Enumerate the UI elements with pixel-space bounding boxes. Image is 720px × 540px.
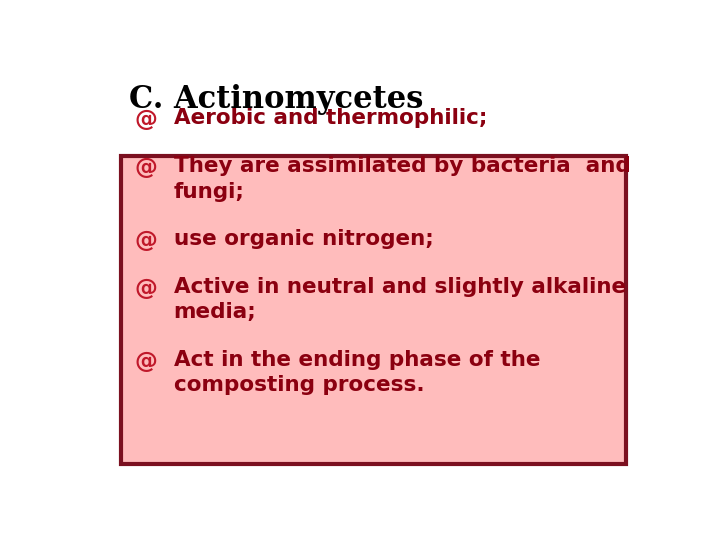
Text: @: @: [135, 229, 158, 252]
Text: They are assimilated by bacteria  and
fungi;: They are assimilated by bacteria and fun…: [174, 156, 631, 202]
FancyBboxPatch shape: [121, 156, 626, 464]
Text: @: @: [135, 277, 158, 300]
Text: @: @: [135, 109, 158, 131]
Text: Active in neutral and slightly alkaline
media;: Active in neutral and slightly alkaline …: [174, 277, 626, 322]
Text: Act in the ending phase of the
composting process.: Act in the ending phase of the compostin…: [174, 349, 540, 395]
Text: Aerobic and thermophilic;: Aerobic and thermophilic;: [174, 109, 487, 129]
Text: C. Actinomycetes: C. Actinomycetes: [129, 84, 423, 114]
Text: @: @: [135, 349, 158, 373]
Text: use organic nitrogen;: use organic nitrogen;: [174, 229, 433, 249]
Text: @: @: [135, 156, 158, 179]
